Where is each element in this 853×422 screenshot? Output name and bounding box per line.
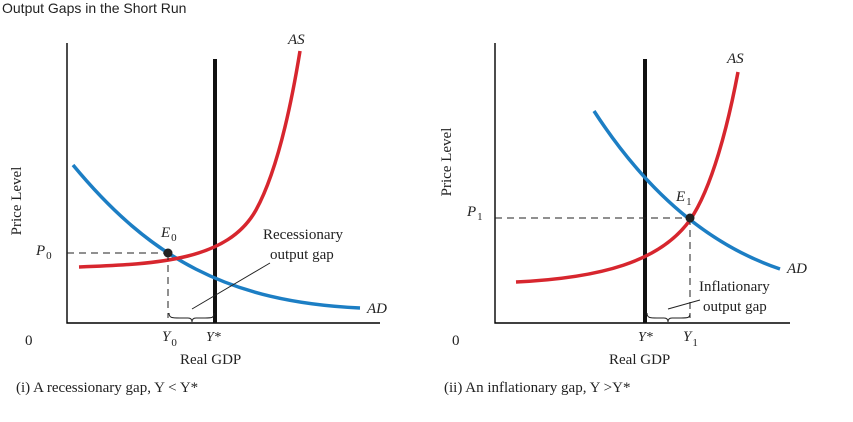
left-equilibrium-letter: E [160,225,170,241]
right-equilibrium-letter: E [675,189,685,205]
right-ad-curve [592,110,781,271]
left-y0-label: Y0 [162,329,177,349]
left-as-curve [78,50,302,269]
right-equilibrium-label: E1 [675,189,692,208]
left-gap-label-line2: output gap [270,247,334,263]
right-y1-sub: 1 [692,337,698,349]
recessionary-gap-panel: AS AD E0 P0 Y0 Y* Recessionary output ga… [9,32,387,396]
right-y1-letter: Y [683,329,693,345]
right-caption: (ii) An inflationary gap, Y >Y* [444,380,630,396]
left-xlabel: Real GDP [180,352,241,368]
right-as-label: AS [726,51,744,67]
left-origin-label: 0 [25,333,33,349]
left-caption: (i) A recessionary gap, Y < Y* [16,380,198,396]
left-y0-letter: Y [162,329,172,345]
right-gap-label-line1: Inflationary [699,279,770,295]
right-ystar-label: Y* [638,330,653,345]
left-ylabel: Price Level [9,167,25,236]
right-axes [494,43,790,324]
right-gap-leader [667,299,701,310]
right-xlabel: Real GDP [609,352,670,368]
left-as-label: AS [287,32,305,48]
right-y1-label: Y1 [683,329,698,349]
left-ystar-label: Y* [206,330,221,345]
figure-title: Output Gaps in the Short Run [2,0,187,16]
right-price-letter: P [466,204,476,220]
left-gap-label-line1: Recessionary [263,227,343,243]
left-ad-label: AD [366,301,387,317]
right-as-curve [515,71,740,284]
right-gap-brace [646,312,691,323]
right-equilibrium-sub: 1 [686,196,692,208]
inflationary-gap-panel: AS AD E1 P1 Y* Y1 Inflationary output ga… [439,43,807,396]
left-axes [66,43,380,324]
left-price-sub: 0 [46,250,52,262]
left-equilibrium-point [163,248,173,258]
right-price-label: P1 [466,204,483,223]
left-y0-sub: 0 [171,337,177,349]
right-price-sub: 1 [477,211,483,223]
left-gap-brace [168,312,215,323]
right-ylabel: Price Level [439,128,455,197]
right-equilibrium-point [685,213,695,223]
left-price-label: P0 [35,243,52,262]
left-equilibrium-label: E0 [160,225,177,244]
right-origin-label: 0 [452,333,460,349]
left-price-letter: P [35,243,45,259]
right-ad-label: AD [786,261,807,277]
left-equilibrium-sub: 0 [171,232,177,244]
right-gap-label-line2: output gap [703,299,767,315]
left-ad-curve [71,163,361,310]
left-gap-leader [191,262,271,310]
